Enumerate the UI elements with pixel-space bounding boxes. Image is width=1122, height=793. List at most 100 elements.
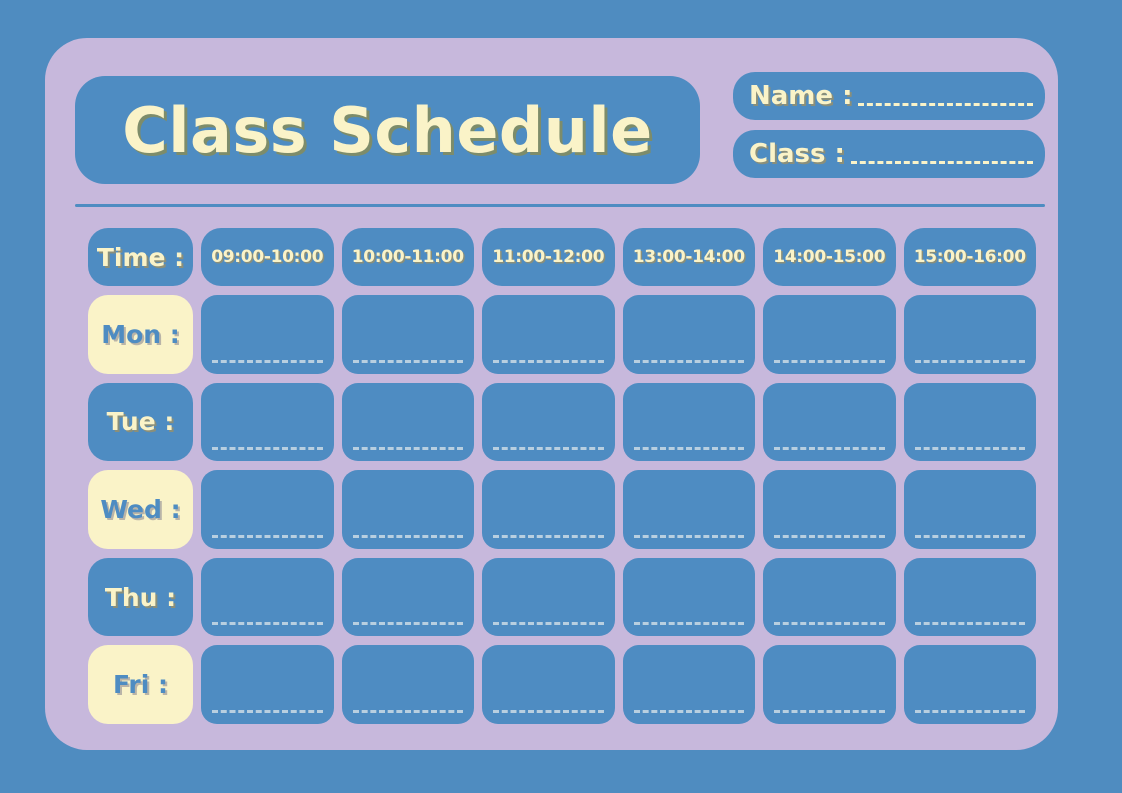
cell-write-line — [774, 359, 885, 363]
cell-write-line — [352, 534, 463, 538]
time-label: Time : — [96, 242, 185, 272]
name-field-write-line[interactable] — [858, 102, 1033, 106]
cell-mon-0[interactable] — [201, 295, 334, 374]
cell-write-line — [914, 534, 1025, 538]
cell-thu-3[interactable] — [622, 557, 755, 637]
time-slot-2: 11:00-12:00 — [482, 228, 615, 286]
cell-write-line — [914, 359, 1025, 363]
time-slot-4-label: 14:00-15:00 — [773, 247, 886, 267]
time-label-cell: Time : — [88, 228, 193, 286]
cell-fri-1[interactable] — [341, 645, 474, 724]
class-field[interactable]: Class : — [733, 130, 1045, 178]
cell-mon-1[interactable] — [341, 295, 474, 374]
header-divider — [75, 204, 1045, 207]
cell-write-line — [633, 709, 744, 713]
time-slot-3-label: 13:00-14:00 — [632, 247, 745, 267]
cell-write-line — [633, 534, 744, 538]
cell-write-line — [352, 447, 463, 451]
day-label-fri: Fri : — [88, 645, 193, 724]
day-label-mon: Mon : — [88, 295, 193, 374]
cell-fri-4[interactable] — [763, 645, 896, 724]
cell-tue-1[interactable] — [341, 382, 474, 462]
day-label-thu: Thu : — [88, 557, 193, 637]
cell-wed-5[interactable] — [903, 470, 1036, 549]
cell-write-line — [212, 534, 323, 538]
day-row-tue: Tue : — [88, 382, 1036, 462]
cell-write-line — [352, 709, 463, 713]
day-row-thu: Thu : — [88, 557, 1036, 637]
cell-write-line — [633, 359, 744, 363]
day-row-mon: Mon : — [88, 295, 1036, 374]
cell-tue-4[interactable] — [763, 382, 896, 462]
cell-wed-0[interactable] — [201, 470, 334, 549]
header: Class Schedule Name : Class : — [75, 72, 1045, 204]
class-field-label: Class : — [749, 139, 845, 169]
day-label-tue: Tue : — [88, 382, 193, 462]
cell-write-line — [493, 709, 604, 713]
cell-write-line — [212, 622, 323, 626]
cell-write-line — [212, 709, 323, 713]
cell-fri-3[interactable] — [622, 645, 755, 724]
class-field-write-line[interactable] — [850, 160, 1033, 164]
cell-write-line — [774, 447, 885, 451]
cell-write-line — [352, 359, 463, 363]
time-slot-5: 15:00-16:00 — [903, 228, 1036, 286]
cell-wed-2[interactable] — [482, 470, 615, 549]
cell-write-line — [774, 709, 885, 713]
time-slot-1: 10:00-11:00 — [341, 228, 474, 286]
cell-mon-2[interactable] — [482, 295, 615, 374]
cell-thu-5[interactable] — [903, 557, 1036, 637]
time-slot-0-label: 09:00-10:00 — [211, 247, 324, 267]
day-label-tue-text: Tue : — [106, 407, 175, 437]
day-label-wed: Wed : — [88, 470, 193, 549]
cell-thu-1[interactable] — [341, 557, 474, 637]
name-field-label: Name : — [749, 81, 853, 111]
time-header-row: Time : 09:00-10:00 10:00-11:00 11:00-12:… — [88, 228, 1036, 286]
day-label-wed-text: Wed : — [100, 494, 181, 524]
cell-tue-5[interactable] — [903, 382, 1036, 462]
schedule-grid: Time : 09:00-10:00 10:00-11:00 11:00-12:… — [88, 228, 1036, 724]
cell-write-line — [633, 622, 744, 626]
time-slot-1-label: 10:00-11:00 — [351, 247, 464, 267]
day-label-thu-text: Thu : — [104, 582, 177, 612]
cell-mon-5[interactable] — [903, 295, 1036, 374]
cell-tue-2[interactable] — [482, 382, 615, 462]
name-field[interactable]: Name : — [733, 72, 1045, 120]
cell-write-line — [352, 622, 463, 626]
cell-tue-0[interactable] — [201, 382, 334, 462]
cell-write-line — [212, 359, 323, 363]
day-row-fri: Fri : — [88, 645, 1036, 724]
cell-write-line — [914, 709, 1025, 713]
page-title: Class Schedule — [122, 93, 653, 167]
cell-write-line — [493, 359, 604, 363]
cell-write-line — [493, 534, 604, 538]
title-banner: Class Schedule — [75, 76, 700, 184]
cell-thu-4[interactable] — [763, 557, 896, 637]
cell-thu-2[interactable] — [482, 557, 615, 637]
info-fields: Name : Class : — [733, 72, 1045, 178]
cell-write-line — [914, 622, 1025, 626]
time-slot-3: 13:00-14:00 — [622, 228, 755, 286]
time-slot-5-label: 15:00-16:00 — [913, 247, 1026, 267]
cell-wed-3[interactable] — [622, 470, 755, 549]
cell-tue-3[interactable] — [622, 382, 755, 462]
schedule-card: Class Schedule Name : Class : Time : 09:… — [45, 38, 1058, 750]
cell-wed-1[interactable] — [341, 470, 474, 549]
cell-write-line — [633, 447, 744, 451]
cell-write-line — [774, 534, 885, 538]
cell-thu-0[interactable] — [201, 557, 334, 637]
cell-write-line — [914, 447, 1025, 451]
cell-write-line — [774, 622, 885, 626]
cell-mon-4[interactable] — [763, 295, 896, 374]
cell-write-line — [212, 447, 323, 451]
cell-write-line — [493, 447, 604, 451]
cell-mon-3[interactable] — [622, 295, 755, 374]
cell-write-line — [493, 622, 604, 626]
time-slot-0: 09:00-10:00 — [201, 228, 334, 286]
cell-wed-4[interactable] — [763, 470, 896, 549]
cell-fri-5[interactable] — [903, 645, 1036, 724]
cell-fri-2[interactable] — [482, 645, 615, 724]
time-slot-4: 14:00-15:00 — [763, 228, 896, 286]
day-label-fri-text: Fri : — [112, 670, 169, 700]
cell-fri-0[interactable] — [201, 645, 334, 724]
